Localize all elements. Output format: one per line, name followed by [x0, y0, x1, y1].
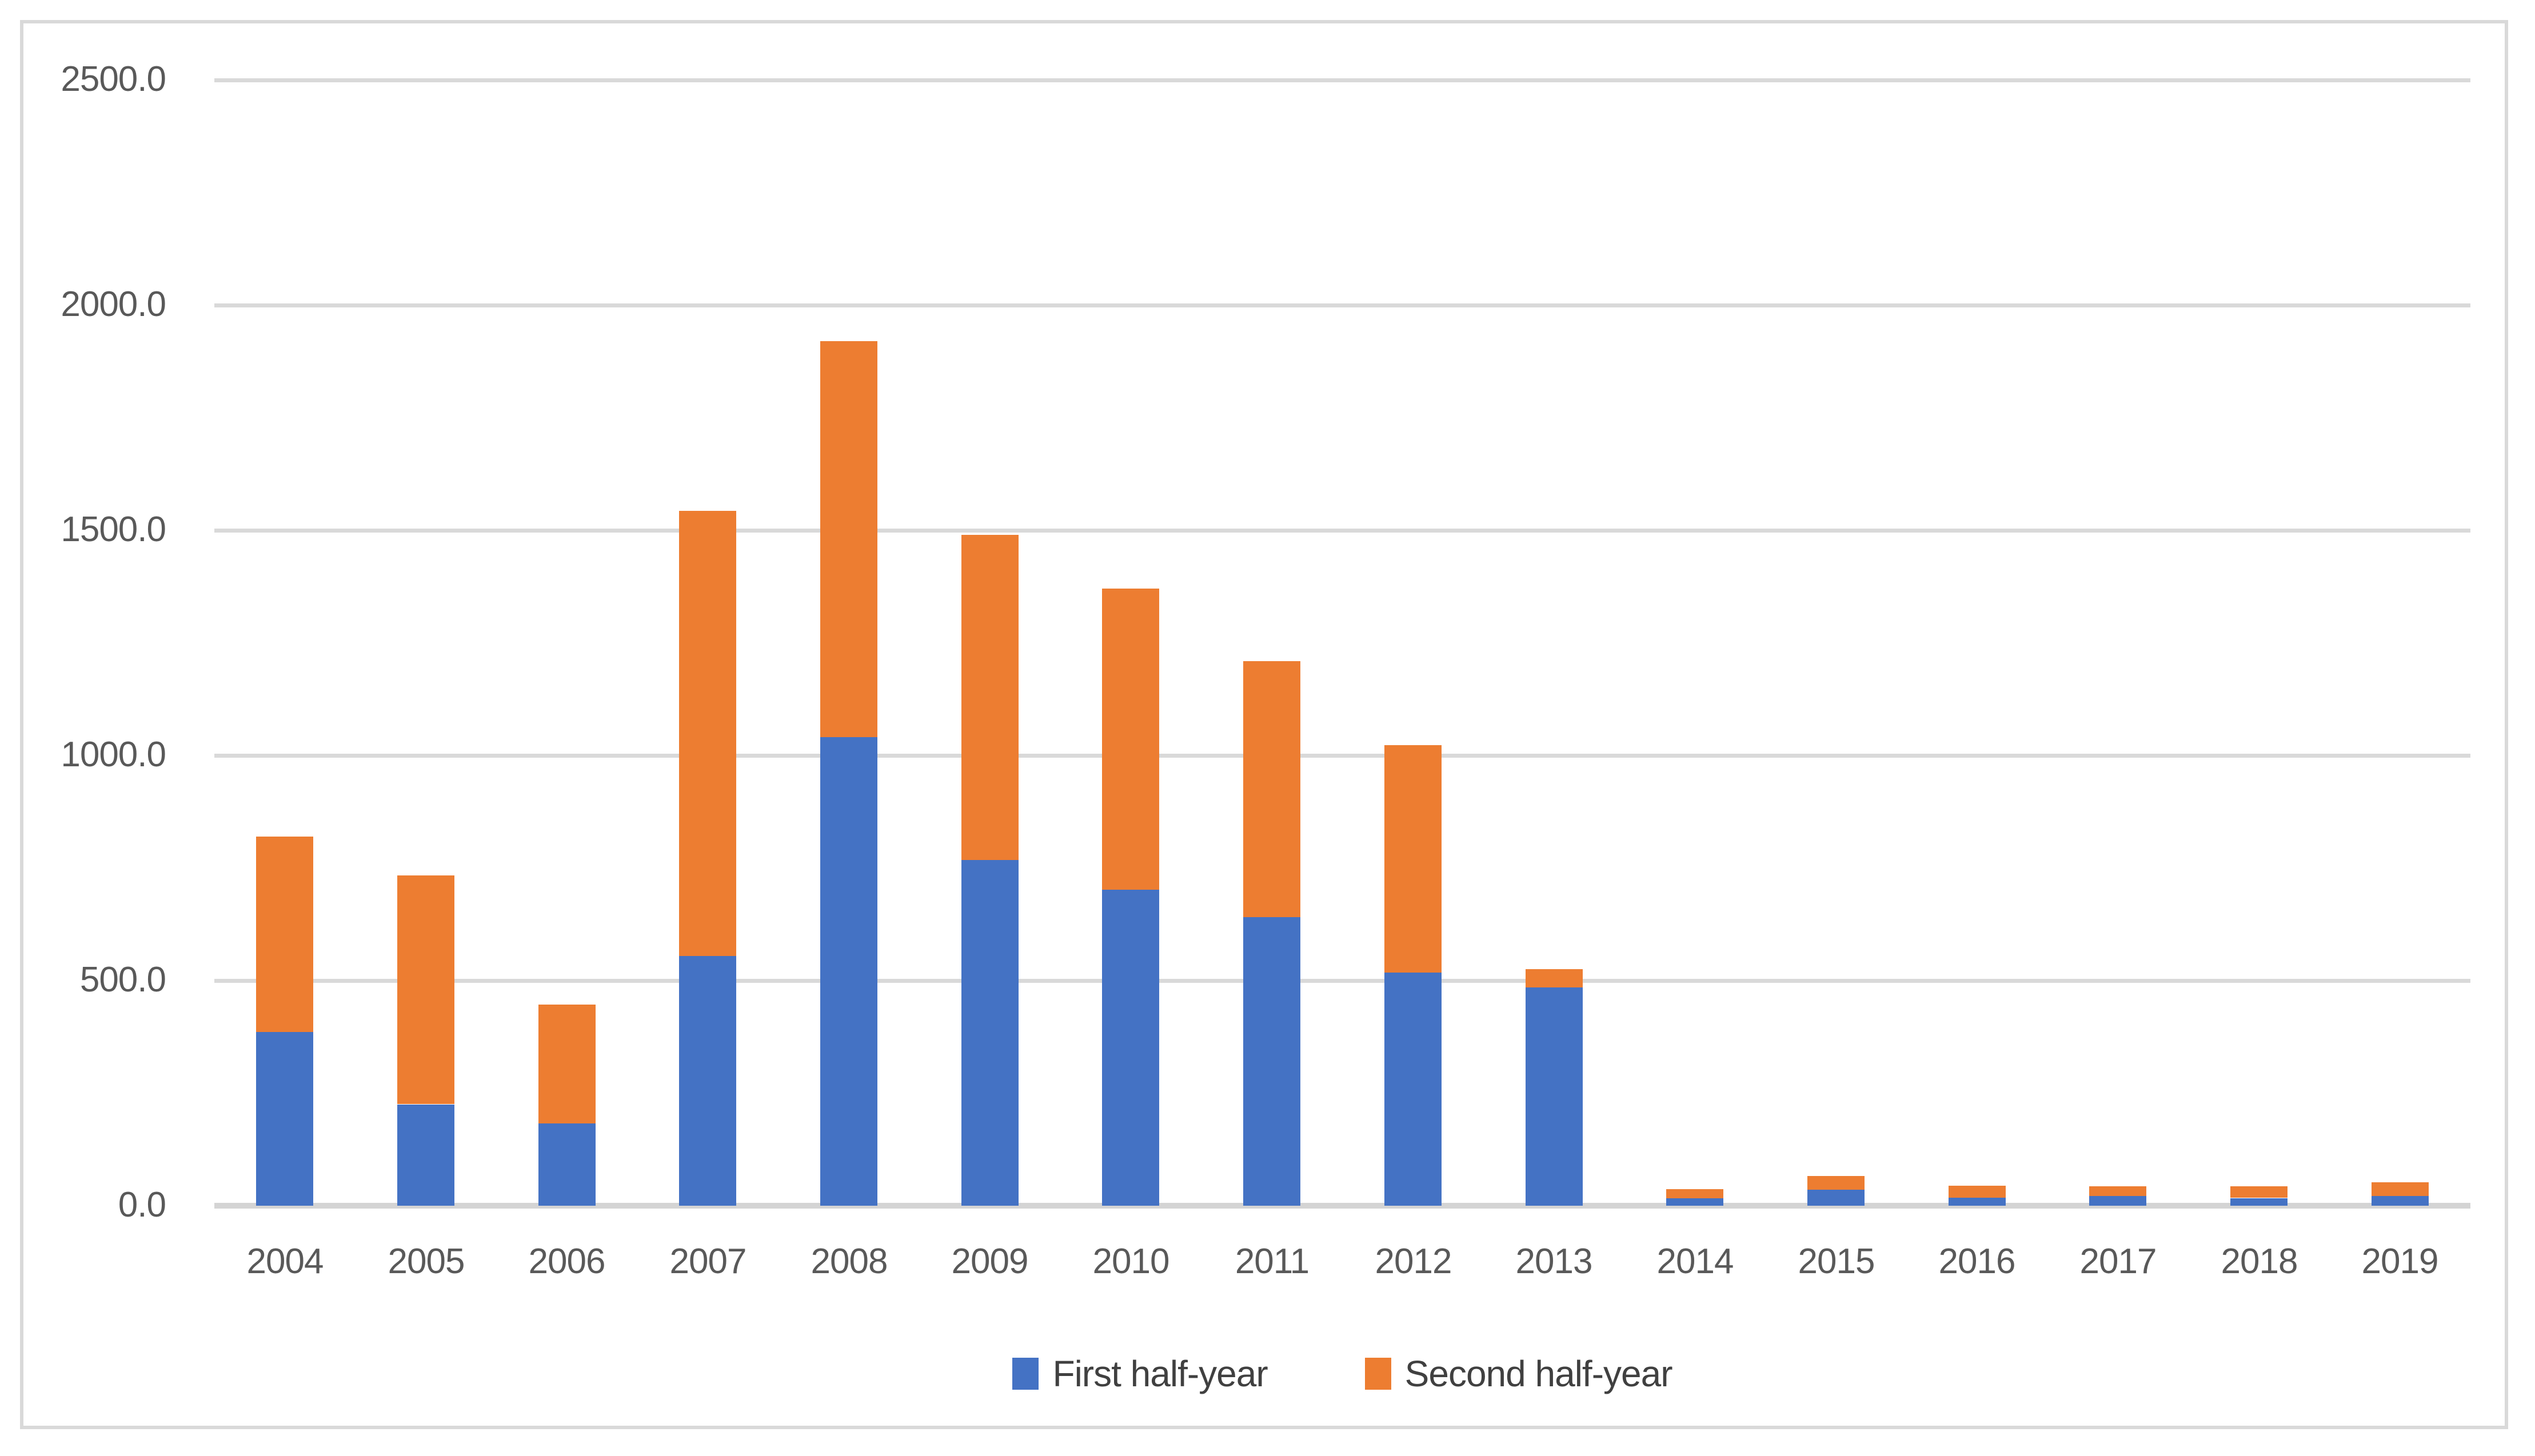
bar-2004-first-half	[256, 1032, 313, 1206]
bar-2006-first-half	[538, 1123, 596, 1206]
bar-2019-second-half	[2372, 1182, 2429, 1196]
bar-2006-second-half	[538, 1005, 596, 1123]
y-tick-label-1000: 1000.0	[61, 735, 166, 774]
x-tick-label-2005: 2005	[388, 1242, 465, 1281]
bar-2010-second-half	[1102, 589, 1159, 890]
x-tick-label-2018: 2018	[2221, 1242, 2298, 1281]
bar-2016-first-half	[1949, 1198, 2006, 1206]
bar-2010-first-half	[1102, 890, 1159, 1206]
bar-2005-first-half	[397, 1105, 454, 1206]
y-tick-label-1500: 1500.0	[61, 510, 166, 549]
bar-2017-second-half	[2089, 1186, 2146, 1196]
y-tick-label-0: 0.0	[118, 1185, 166, 1225]
legend-label-second-half: Second half-year	[1404, 1353, 1673, 1394]
bar-2016-second-half	[1949, 1186, 2006, 1198]
bar-2004-second-half	[256, 837, 313, 1032]
gridline-y-500	[214, 979, 2470, 983]
x-tick-label-2019: 2019	[2361, 1242, 2439, 1281]
bar-2011-first-half	[1243, 917, 1300, 1206]
bar-2007-second-half	[679, 511, 736, 956]
x-axis-line	[214, 1203, 2470, 1209]
x-tick-label-2006: 2006	[528, 1242, 606, 1281]
legend-item-first-half: First half-year	[1012, 1353, 1268, 1394]
legend: First half-year Second half-year	[214, 1353, 2470, 1394]
x-tick-label-2007: 2007	[669, 1242, 747, 1281]
x-tick-label-2017: 2017	[2079, 1242, 2157, 1281]
y-tick-label-2000: 2000.0	[61, 285, 166, 324]
legend-marker-second-half-icon	[1364, 1358, 1391, 1390]
legend-label-first-half: First half-year	[1052, 1353, 1268, 1394]
bar-2018-second-half	[2230, 1186, 2288, 1198]
bar-2015-first-half	[1807, 1190, 1865, 1206]
bar-2012-second-half	[1384, 745, 1442, 973]
gridline-y-2000	[214, 303, 2470, 307]
x-tick-label-2010: 2010	[1092, 1242, 1170, 1281]
bar-2008-second-half	[820, 341, 877, 737]
x-tick-label-2004: 2004	[246, 1242, 324, 1281]
x-tick-label-2008: 2008	[811, 1242, 888, 1281]
bar-2018-first-half	[2230, 1198, 2288, 1206]
bar-2007-first-half	[679, 956, 736, 1206]
x-tick-label-2012: 2012	[1375, 1242, 1452, 1281]
bar-2009-first-half	[961, 860, 1019, 1206]
bar-2012-first-half	[1384, 973, 1442, 1206]
bar-2019-first-half	[2372, 1196, 2429, 1206]
gridline-y-1500	[214, 529, 2470, 533]
x-tick-label-2011: 2011	[1235, 1242, 1310, 1281]
gridline-y-1000	[214, 754, 2470, 758]
bar-2011-second-half	[1243, 661, 1300, 917]
bar-2005-second-half	[397, 875, 454, 1104]
bar-2013-first-half	[1526, 987, 1583, 1206]
legend-item-second-half: Second half-year	[1364, 1353, 1673, 1394]
bar-2008-first-half	[820, 737, 877, 1206]
bar-2015-second-half	[1807, 1176, 1865, 1190]
bar-2013-second-half	[1526, 969, 1583, 987]
x-tick-label-2013: 2013	[1515, 1242, 1593, 1281]
x-tick-label-2014: 2014	[1656, 1242, 1734, 1281]
bar-2009-second-half	[961, 535, 1019, 860]
x-tick-label-2015: 2015	[1798, 1242, 1875, 1281]
x-tick-label-2016: 2016	[1938, 1242, 2016, 1281]
y-tick-label-500: 500.0	[79, 960, 166, 999]
bar-2017-first-half	[2089, 1196, 2146, 1206]
bar-2014-second-half	[1666, 1189, 1723, 1198]
y-tick-label-2500: 2500.0	[61, 59, 166, 99]
x-tick-label-2009: 2009	[951, 1242, 1029, 1281]
legend-marker-first-half-icon	[1012, 1358, 1039, 1390]
gridline-y-2500	[214, 78, 2470, 82]
bar-2014-first-half	[1666, 1198, 1723, 1206]
